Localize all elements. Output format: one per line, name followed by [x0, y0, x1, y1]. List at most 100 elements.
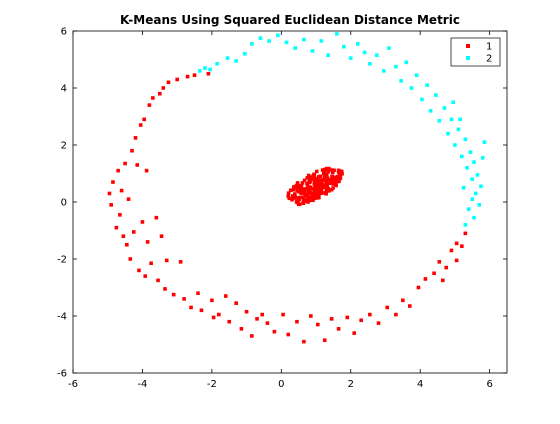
data-point	[322, 178, 326, 183]
data-point	[306, 200, 310, 204]
data-point	[368, 312, 372, 317]
data-point	[320, 168, 325, 172]
data-point	[482, 140, 487, 144]
data-point	[376, 321, 381, 325]
data-point	[327, 166, 331, 171]
data-point	[432, 271, 436, 276]
data-point	[470, 197, 475, 201]
data-point	[319, 189, 323, 193]
axis-ticks: -6 -4 -2 0 2 4 6 -6 -4 -2 0 2 4 6	[57, 27, 507, 390]
data-point	[340, 171, 344, 176]
data-point	[300, 181, 305, 185]
data-point	[310, 186, 315, 191]
data-point	[314, 169, 319, 174]
data-point	[302, 339, 306, 344]
data-point	[286, 332, 291, 337]
data-point	[192, 73, 197, 77]
data-point	[286, 191, 291, 195]
data-point	[290, 197, 294, 202]
data-point	[381, 69, 386, 73]
data-point	[309, 175, 313, 179]
data-point	[318, 179, 323, 183]
data-point	[315, 180, 320, 185]
data-point	[322, 167, 327, 172]
data-point	[401, 298, 405, 303]
data-point	[319, 39, 324, 43]
plot-marks	[107, 32, 487, 344]
data-point	[330, 181, 335, 186]
data-point	[326, 53, 330, 58]
data-point	[197, 69, 202, 73]
data-point	[291, 194, 296, 199]
y-tick-label: 2	[61, 141, 67, 152]
data-point	[123, 161, 127, 166]
data-point	[292, 185, 296, 189]
y-tick-label: 0	[61, 198, 67, 209]
data-point	[291, 187, 296, 192]
data-point	[308, 179, 312, 184]
data-point	[303, 189, 307, 194]
data-point	[467, 207, 471, 211]
data-point	[325, 166, 329, 171]
data-point	[465, 166, 469, 170]
data-point	[316, 195, 321, 200]
data-point	[307, 187, 312, 191]
data-point	[303, 193, 308, 197]
data-point	[315, 322, 320, 327]
data-point	[437, 260, 442, 264]
data-point	[276, 33, 280, 38]
data-point	[287, 196, 292, 201]
data-point	[119, 188, 124, 193]
data-point	[312, 181, 317, 186]
legend-marker	[466, 56, 470, 60]
data-point	[321, 185, 326, 190]
data-point	[468, 150, 473, 154]
data-point	[158, 91, 162, 96]
data-point	[314, 177, 319, 181]
data-point	[309, 314, 313, 318]
data-point	[440, 278, 445, 283]
data-point	[293, 46, 298, 50]
data-point	[208, 67, 212, 72]
data-point	[454, 241, 459, 246]
data-point	[125, 242, 129, 247]
data-point	[140, 220, 145, 224]
data-point	[295, 181, 300, 185]
data-point	[428, 109, 433, 113]
data-point	[352, 331, 357, 335]
data-point	[414, 73, 419, 77]
data-point	[151, 96, 155, 100]
data-point	[325, 172, 329, 177]
x-tick-label: -4	[137, 379, 147, 390]
data-point	[272, 329, 277, 334]
data-point	[307, 177, 312, 181]
y-tick-label: -2	[57, 255, 67, 266]
data-point	[324, 177, 329, 182]
data-point	[463, 231, 468, 236]
legend-label: 1	[486, 42, 492, 53]
data-point	[302, 37, 306, 42]
data-point	[329, 317, 334, 321]
data-point	[470, 177, 475, 181]
data-point	[306, 190, 311, 195]
data-point	[133, 136, 138, 140]
data-point	[297, 202, 302, 207]
data-point	[336, 174, 340, 179]
data-point	[477, 203, 482, 207]
data-point	[312, 173, 317, 177]
data-point	[239, 327, 244, 331]
data-point	[460, 244, 464, 248]
data-point	[185, 74, 190, 79]
data-point	[338, 174, 343, 178]
data-point	[309, 190, 313, 195]
data-point	[449, 248, 454, 253]
data-point	[472, 215, 476, 220]
data-point	[310, 49, 315, 53]
data-point	[479, 184, 483, 189]
data-point	[211, 315, 216, 320]
data-point	[461, 185, 466, 190]
legend-box	[450, 37, 501, 67]
data-point	[317, 183, 322, 188]
data-point	[453, 143, 457, 147]
